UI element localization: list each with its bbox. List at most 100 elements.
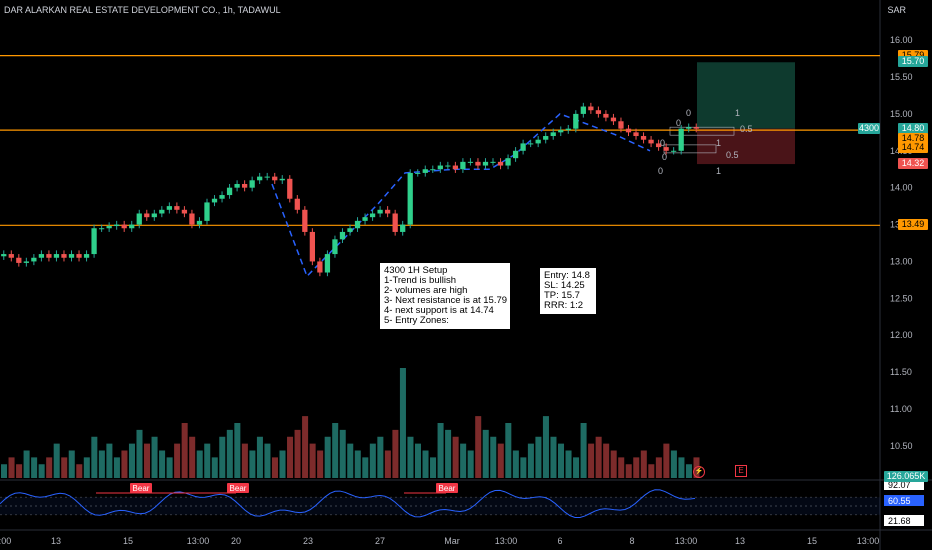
candle-body [588,106,594,111]
candle-body [475,161,481,166]
volume-bar [83,457,90,478]
candle-body [91,228,97,255]
volume-bar [407,436,414,478]
rsi-tag: 60.55 [888,496,911,506]
volume-bar [53,443,60,478]
trade-icon[interactable]: ⚡ [693,466,705,478]
volume-bar [324,436,331,478]
volume-bar [23,450,30,478]
y-tick-label: 15.50 [890,72,913,82]
price-tag: 126.065K [884,471,928,482]
volume-bar [520,457,527,478]
setup-note[interactable]: 4300 1H Setup 1-Trend is bullish 2- volu… [380,263,510,329]
volume-bar [196,450,203,478]
candle-body [196,220,203,225]
candle-body [83,254,90,258]
volume-bar [685,464,692,478]
candle-body [362,217,368,221]
volume-bar [136,429,143,478]
volume-bar [452,436,459,478]
volume-bar [362,457,369,478]
volume-bar [399,368,406,478]
candle-body [332,239,338,255]
volume-bar [226,429,233,478]
candle-body [309,231,315,262]
volume-bar [557,443,565,478]
candle-body [550,132,556,137]
candle-body [603,113,609,118]
fib-label: 0 [686,108,691,118]
volume-bar [61,457,68,478]
candle-body [535,139,541,144]
volume-bar [392,429,399,478]
candle-body [648,139,654,144]
volume-bar [527,443,534,478]
candle-body [317,261,323,273]
volume-bar [8,457,15,478]
volume-bar [580,423,587,478]
volume-bar [422,450,429,478]
fib-label: 0 [660,138,665,148]
earnings-icon[interactable]: E [735,465,747,477]
volume-bar [332,423,339,478]
volume-bar [211,457,218,478]
candle-body [497,161,504,166]
candle-body [106,226,112,229]
volume-bar [588,443,595,478]
candle-body [580,106,586,114]
fib-label: 0 [676,118,681,128]
rsi-tag-bg [884,515,924,526]
candle-body [573,113,579,129]
candle-body [686,127,692,129]
y-tick-label: 11.00 [890,404,912,414]
price-tag: 14.80 [898,122,928,134]
symbol-tag: 4300 [858,122,880,134]
candle-body [625,128,632,133]
x-tick-label: 15 [123,536,133,546]
candle-body [53,254,60,258]
volume-bar [166,457,173,478]
candle-body [422,169,428,173]
candle-body [302,209,308,232]
candle-body [392,213,398,232]
candle-body [294,198,300,210]
y-tick-label: 14.00 [890,183,913,193]
fib-label: 0.5 [726,150,739,160]
volume-bar [219,436,226,478]
volume-bar [234,423,241,478]
candle-body [16,257,22,263]
volume-bar [91,436,98,478]
candle-body [430,169,436,171]
y-tick-label: 12.50 [890,293,913,303]
trade-note[interactable]: Entry: 14.8 SL: 14.25 TP: 15.7 RRR: 1:2 [540,268,596,314]
volume-bar [490,436,497,478]
candle-body [460,161,466,170]
volume-bar [678,457,685,478]
currency-label: SAR [887,5,906,15]
candle-body [38,254,45,258]
candle-body [618,121,624,129]
volume-bar [430,457,437,478]
volume-bar [144,443,151,478]
candle-body [1,254,7,257]
volume-bar [294,429,301,478]
fib-label: 1 [735,108,740,118]
candle-body [482,161,489,166]
volume-bar [347,443,354,478]
price-tag: 15.79 [898,49,928,61]
volume-bar [241,443,248,478]
bear-label: Bear [439,484,456,493]
candle-body [8,254,14,258]
bear-badge [130,483,152,493]
volume-bar [46,457,53,478]
volume-bar [475,416,482,478]
candle-body [76,254,82,258]
volume-bar [670,450,677,478]
candle-body [610,117,617,122]
candle-body [151,213,157,218]
volume-bar [542,416,549,478]
volume-bar [618,457,625,478]
rsi-tag-bg [884,495,924,506]
rsi-tag-bg [884,479,924,490]
